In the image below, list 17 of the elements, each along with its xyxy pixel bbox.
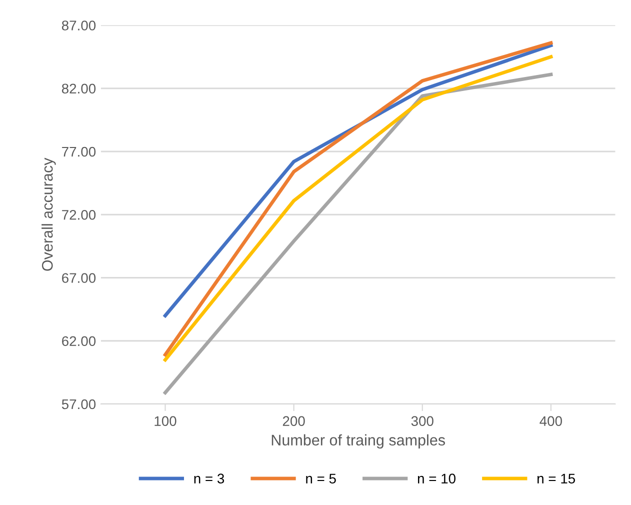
x-tick-label: 400: [540, 416, 562, 426]
y-tick-label: 87.00: [62, 20, 96, 30]
legend-label: n = 5: [306, 474, 336, 484]
y-tick-label: 57.00: [62, 399, 96, 410]
y-axis-title: Overall accuracy: [42, 158, 56, 271]
legend-label: n = 3: [194, 474, 224, 484]
y-tick-label: 72.00: [62, 210, 96, 220]
x-tick-label: 300: [411, 416, 434, 426]
legend-label: n = 15: [538, 474, 576, 484]
x-tick-label: 100: [154, 416, 176, 426]
y-tick-label: 77.00: [62, 146, 96, 157]
y-tick-label: 82.00: [62, 84, 96, 94]
x-tick-label: 200: [282, 416, 305, 426]
y-tick-label: 67.00: [62, 273, 96, 283]
legend-label: n = 10: [418, 474, 456, 484]
y-tick-label: 62.00: [62, 336, 96, 346]
x-axis-title: Number of traing samples: [272, 434, 446, 449]
